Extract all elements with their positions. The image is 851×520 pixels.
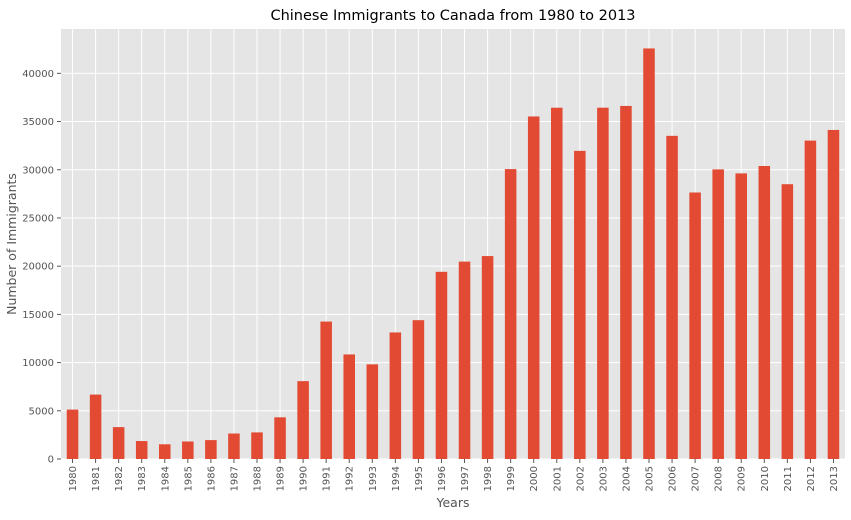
bar-1992	[343, 354, 355, 459]
bar-1996	[435, 271, 448, 459]
bar-1991	[320, 321, 332, 459]
bar-2006	[666, 135, 678, 459]
plot-area	[61, 29, 845, 459]
bar-2011	[781, 184, 794, 459]
x-tick-label: 1986	[206, 466, 217, 491]
x-axis-ticks: 1980 1981 1982 1983 1984 1985 1986 1987 1988 1989…	[68, 459, 840, 491]
bar-2002	[574, 150, 586, 459]
x-tick-label: 1995	[414, 466, 425, 491]
x-tick-label: 1991	[322, 466, 333, 491]
bar-2008	[712, 169, 724, 459]
bar-1983	[135, 441, 148, 459]
x-tick-label: 1990	[299, 466, 310, 491]
x-tick-label: 1994	[391, 466, 402, 491]
x-tick-label: 2010	[760, 466, 771, 491]
y-axis-label: Number of Immigrants	[4, 173, 19, 315]
bar-1999	[504, 169, 517, 459]
x-tick-label: 1984	[160, 466, 171, 491]
bar-1982	[112, 427, 125, 459]
y-tick-label: 10000	[22, 358, 54, 369]
y-tick-label: 30000	[22, 165, 54, 176]
x-tick-label: 1982	[114, 466, 125, 491]
y-tick-label: 5000	[29, 406, 54, 417]
x-tick-label: 1997	[460, 466, 471, 491]
x-axis-label: Years	[436, 495, 470, 510]
bar-1981	[89, 394, 102, 459]
bar-1990	[297, 381, 309, 459]
bar-1994	[389, 332, 402, 459]
x-tick-label: 1993	[368, 466, 379, 491]
x-tick-label: 2011	[783, 466, 794, 491]
x-tick-label: 2006	[668, 466, 679, 491]
x-tick-label: 2000	[529, 466, 540, 491]
y-tick-label: 15000	[22, 310, 54, 321]
bar-1984	[159, 444, 171, 459]
x-tick-label: 1992	[345, 466, 356, 491]
x-tick-label: 2005	[645, 466, 656, 491]
bar-1985	[182, 441, 194, 459]
bar-2000	[527, 116, 540, 460]
bar-2012	[804, 140, 817, 459]
bar-1988	[251, 432, 263, 459]
bar-2003	[597, 107, 609, 460]
x-tick-label: 1989	[276, 466, 287, 491]
x-tick-label: 2008	[714, 466, 725, 491]
x-tick-label: 2007	[691, 466, 702, 491]
x-tick-label: 1999	[506, 466, 517, 491]
y-tick-label: 25000	[22, 213, 54, 224]
x-tick-label: 1980	[68, 466, 79, 491]
bar-1993	[366, 364, 379, 459]
bar-2010	[758, 165, 771, 459]
bar-1989	[274, 417, 286, 459]
bar-1986	[205, 440, 217, 459]
y-axis-ticks: 0 5000 10000 15000 20000 25000 30000 35000 40000	[22, 69, 61, 466]
x-tick-label: 2001	[552, 466, 563, 491]
y-tick-label: 40000	[22, 69, 54, 80]
x-tick-label: 1998	[483, 466, 494, 491]
y-tick-label: 0	[48, 455, 54, 466]
bar-1997	[458, 261, 471, 459]
x-tick-label: 1981	[91, 466, 102, 491]
bar-1995	[412, 320, 425, 459]
bar-2009	[735, 173, 747, 459]
bar-1980	[66, 409, 79, 459]
x-tick-label: 2012	[806, 466, 817, 491]
x-tick-label: 2013	[829, 466, 840, 491]
bar-2004	[620, 105, 632, 459]
x-tick-label: 2003	[598, 466, 609, 491]
y-tick-label: 20000	[22, 262, 54, 273]
chart-title: Chinese Immigrants to Canada from 1980 t…	[270, 8, 635, 24]
bar-2013	[827, 129, 840, 459]
y-tick-label: 35000	[22, 117, 54, 128]
x-tick-label: 1987	[229, 466, 240, 491]
bar-1987	[228, 433, 240, 459]
x-tick-label: 1996	[437, 466, 448, 491]
x-tick-label: 2009	[737, 466, 748, 491]
x-tick-label: 2002	[575, 466, 586, 491]
x-tick-label: 1983	[137, 466, 148, 491]
x-tick-label: 2004	[621, 466, 632, 491]
bar-1998	[481, 256, 494, 459]
bar-2007	[689, 192, 701, 460]
x-tick-label: 1985	[183, 466, 194, 491]
bar-2001	[551, 107, 563, 459]
bars	[66, 48, 840, 460]
bar-2005	[643, 48, 655, 460]
x-tick-label: 1988	[253, 466, 264, 491]
